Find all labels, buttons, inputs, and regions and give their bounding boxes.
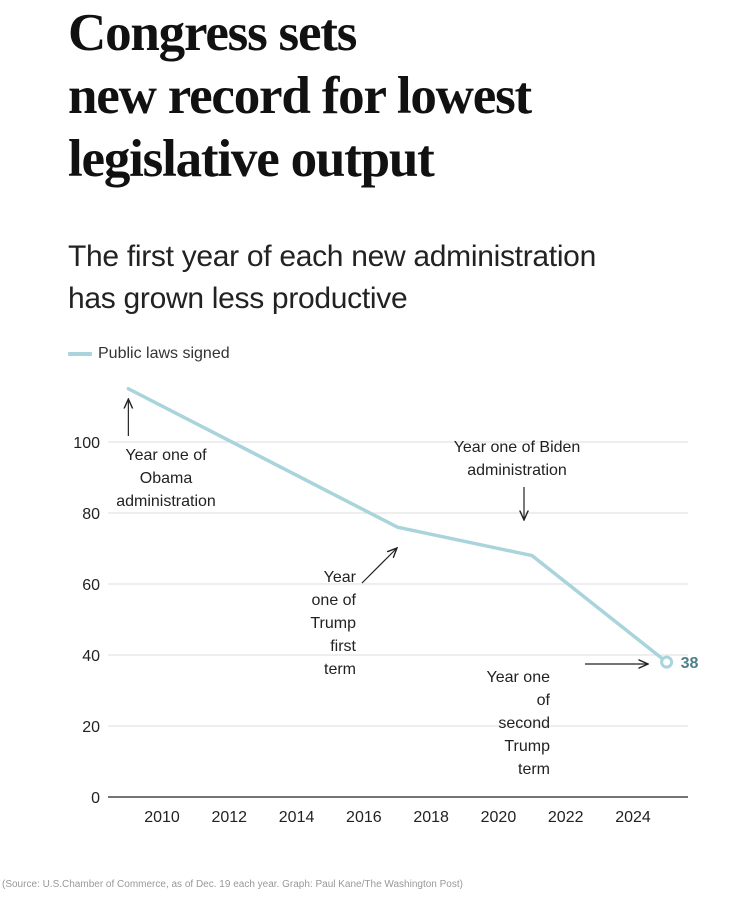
title-line: legislative output xyxy=(68,130,435,188)
y-tick-label: 40 xyxy=(82,648,100,665)
annotation-trump-second: Year one of second Trump term xyxy=(487,669,551,778)
x-tick-label: 2016 xyxy=(346,809,382,826)
legend-label: Public laws signed xyxy=(98,345,230,362)
x-tick-label: 2010 xyxy=(144,809,180,826)
x-tick-label: 2020 xyxy=(481,809,517,826)
annotation-trump-first: Year one of Trump first term xyxy=(310,569,356,678)
data-point xyxy=(660,655,674,669)
end-value-label: 38 xyxy=(681,655,699,672)
legend-line-swatch xyxy=(68,352,92,356)
series-line-public-laws xyxy=(126,387,669,664)
x-tick-label: 2024 xyxy=(615,809,651,826)
subtitle-line: has grown less productive xyxy=(68,282,408,315)
subtitle-line: The first year of each new administratio… xyxy=(68,240,596,273)
annotation-arrow-trump-first xyxy=(361,548,397,584)
source-note: (Source: U.S.Chamber of Commerce, as of … xyxy=(2,879,463,890)
chart-subtitle: The first year of each new administratio… xyxy=(68,236,708,320)
y-tick-label: 60 xyxy=(82,577,100,594)
y-tick-label: 20 xyxy=(82,719,100,736)
x-tick-label: 2012 xyxy=(211,809,247,826)
x-tick-label: 2022 xyxy=(548,809,584,826)
x-tick-label: 2014 xyxy=(279,809,315,826)
y-tick-label: 100 xyxy=(73,435,100,452)
title-line: new record for lowest xyxy=(68,67,532,125)
annotation-obama: Year one of Obama administration xyxy=(116,447,216,510)
legend: Public laws signed xyxy=(68,344,230,364)
x-tick-label: 2018 xyxy=(413,809,449,826)
chart-title: Congress sets new record for lowest legi… xyxy=(68,2,708,191)
title-line: Congress sets xyxy=(68,4,357,62)
y-tick-label: 80 xyxy=(82,506,100,523)
y-tick-label: 0 xyxy=(91,790,100,807)
annotation-biden: Year one of Biden administration xyxy=(454,439,581,479)
